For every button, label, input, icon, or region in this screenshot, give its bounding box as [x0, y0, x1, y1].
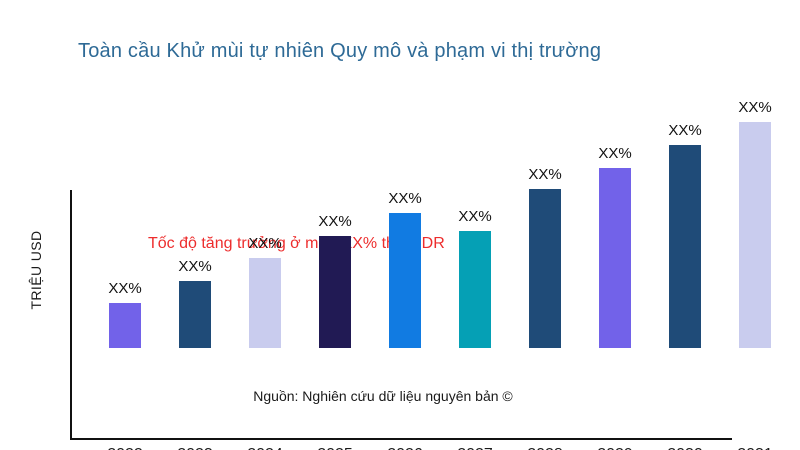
x-tick-2031: 2031 — [720, 446, 790, 450]
x-tick-2028: 2028 — [510, 446, 580, 450]
bar-2022 — [109, 303, 141, 348]
bar-2031 — [739, 122, 771, 348]
x-tick-2029: 2029 — [580, 446, 650, 450]
bar-2030 — [669, 145, 701, 348]
x-tick-2025: 2025 — [300, 446, 370, 450]
bar-2027 — [459, 231, 491, 348]
bar-value-label-2024: XX% — [248, 235, 282, 252]
bar-2029 — [599, 168, 631, 348]
x-tick-2027: 2027 — [440, 446, 510, 450]
growth-annotation: Tốc độ tăng trưởng ở mức XX% theo IDR — [148, 235, 445, 252]
page-title: Toàn cầu Khử mùi tự nhiên Quy mô và phạm… — [78, 40, 602, 62]
y-axis-line — [70, 190, 72, 440]
x-tick-2022: 2022 — [90, 446, 160, 450]
bar-2024 — [249, 258, 281, 348]
bar-value-label-2023: XX% — [178, 258, 212, 275]
bar-value-label-2025: XX% — [318, 213, 352, 230]
bar-2023 — [179, 281, 211, 348]
bar-2025 — [319, 236, 351, 348]
bar-2028 — [529, 189, 561, 348]
bar-value-label-2028: XX% — [528, 166, 562, 183]
source-text: Nguồn: Nghiên cứu dữ liệu nguyên bản © — [253, 388, 513, 404]
bar-value-label-2022: XX% — [108, 280, 142, 297]
bar-value-label-2027: XX% — [458, 208, 492, 225]
x-tick-2023: 2023 — [160, 446, 230, 450]
bar-value-label-2030: XX% — [668, 122, 702, 139]
bar-chart: TRIỆU USD Tốc độ tăng trưởng ở mức XX% t… — [0, 90, 800, 450]
x-axis-line — [70, 438, 732, 440]
y-axis-label: TRIỆU USD — [28, 230, 44, 310]
bar-2026 — [389, 213, 421, 348]
x-tick-2026: 2026 — [370, 446, 440, 450]
bar-value-label-2029: XX% — [598, 145, 632, 162]
x-tick-2030: 2030 — [650, 446, 720, 450]
x-tick-2024: 2024 — [230, 446, 300, 450]
bar-value-label-2031: XX% — [738, 99, 772, 116]
bar-value-label-2026: XX% — [388, 190, 422, 207]
